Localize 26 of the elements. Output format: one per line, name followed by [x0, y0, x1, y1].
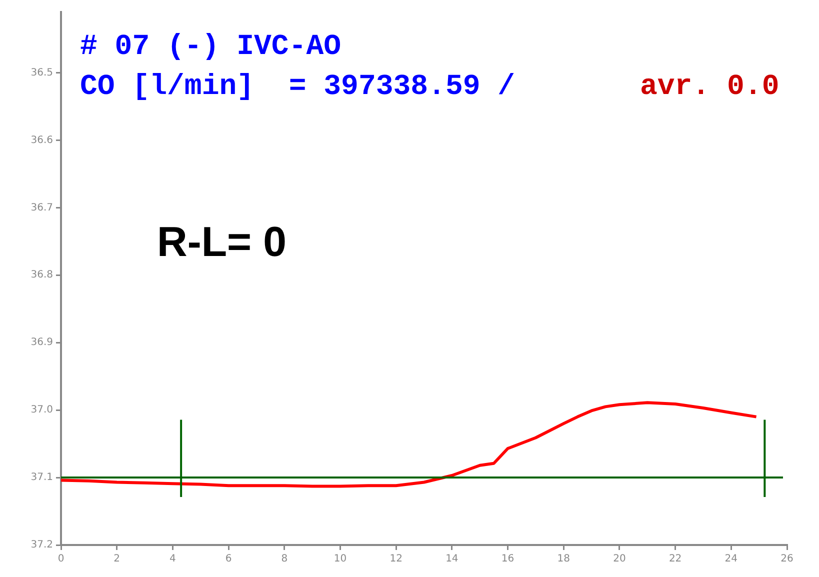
x-tick-label: 4 [170, 554, 176, 565]
y-tick-label: 36.6 [30, 134, 53, 146]
y-tick-label: 36.8 [30, 270, 53, 281]
x-tick-label: 6 [225, 554, 232, 565]
x-tick-label: 0 [58, 554, 64, 565]
x-tick-label: 16 [501, 554, 514, 565]
x-tick-label: 14 [446, 554, 458, 565]
x-tick-label: 10 [334, 554, 347, 565]
y-tick-label: 36.5 [30, 67, 53, 78]
x-tick-label: 20 [613, 554, 626, 565]
annotation: avr. 0.0 [640, 70, 780, 103]
x-tick-label: 8 [281, 554, 288, 565]
x-tick-label: 24 [724, 554, 738, 565]
text: CO [l/min] = 397338.59 / [80, 70, 516, 103]
y-tick-label: 37.1 [30, 472, 53, 484]
annotation: R-L= 0 [157, 218, 287, 266]
y-tick-label: 36.7 [30, 202, 53, 214]
y-tick-label: 36.9 [30, 337, 53, 348]
x-tick-label: 18 [557, 554, 570, 565]
y-tick-label: 37.0 [30, 404, 53, 416]
x-tick-label: 2 [114, 554, 120, 565]
x-tick-label: 26 [780, 554, 794, 565]
x-tick-label: 12 [390, 554, 402, 565]
text: # 07 (-) IVC-AO [80, 30, 342, 63]
y-tick-label: 37.2 [30, 540, 53, 551]
x-tick-label: 22 [668, 554, 682, 565]
